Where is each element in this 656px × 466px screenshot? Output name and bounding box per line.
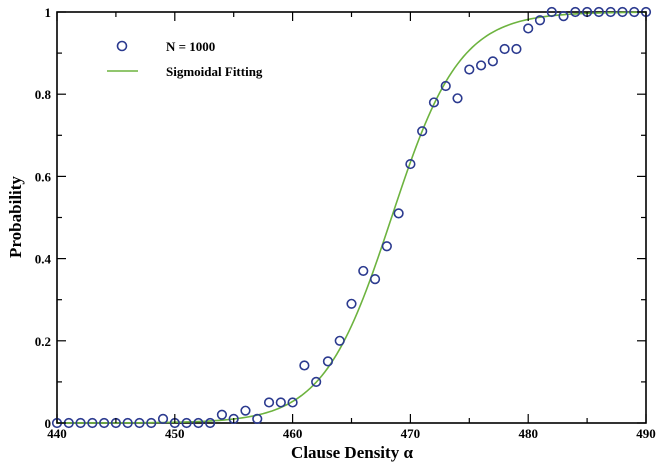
data-point xyxy=(99,417,110,429)
data-point xyxy=(205,417,216,429)
x-tick-label: 470 xyxy=(401,426,421,441)
data-point xyxy=(216,409,228,420)
data-point xyxy=(146,417,157,429)
legend-label-fit: Sigmoidal Fitting xyxy=(166,64,263,79)
data-point xyxy=(334,335,345,346)
data-point xyxy=(393,208,404,219)
data-point xyxy=(311,376,322,388)
data-point xyxy=(275,397,286,408)
data-point xyxy=(546,6,557,18)
data-point xyxy=(193,417,204,429)
data-point xyxy=(440,80,451,92)
data-point xyxy=(452,93,463,104)
plot-area xyxy=(51,6,652,429)
legend: N = 1000 Sigmoidal Fitting xyxy=(107,39,263,79)
x-tick-label: 440 xyxy=(47,426,67,441)
data-point xyxy=(523,23,534,34)
legend-label-points: N = 1000 xyxy=(166,39,215,54)
data-point xyxy=(322,356,334,367)
data-point xyxy=(381,241,392,252)
data-point xyxy=(417,126,428,137)
axis-ticks xyxy=(56,11,647,424)
y-tick-label: 0.4 xyxy=(35,252,52,267)
x-tick-label: 450 xyxy=(165,426,185,441)
data-point xyxy=(570,6,581,18)
data-points xyxy=(51,6,652,429)
data-point xyxy=(475,60,487,71)
x-tick-label: 460 xyxy=(283,426,303,441)
data-point xyxy=(228,413,239,424)
data-point xyxy=(346,298,357,309)
data-point xyxy=(558,11,569,22)
data-point xyxy=(499,43,510,55)
data-point xyxy=(240,405,251,416)
data-point xyxy=(75,417,86,429)
data-point xyxy=(534,15,546,26)
data-point xyxy=(252,413,263,424)
plot-frame xyxy=(56,11,647,424)
data-point xyxy=(181,417,192,429)
y-tick-label: 1 xyxy=(45,5,52,20)
data-point xyxy=(87,417,98,429)
data-point xyxy=(157,413,169,424)
data-point xyxy=(122,417,133,429)
data-point xyxy=(405,158,416,170)
x-tick-label: 490 xyxy=(636,426,656,441)
data-point xyxy=(605,6,616,18)
data-point xyxy=(511,43,522,55)
data-point xyxy=(428,97,440,108)
legend-marker-points xyxy=(116,40,128,52)
data-point xyxy=(617,6,628,18)
data-point xyxy=(369,274,381,285)
tick-labels: 440 450 460 470 480 490 0 0.2 0.4 0.6 0.8 1 xyxy=(35,5,656,441)
data-point xyxy=(487,56,498,67)
x-axis-title: Clause Density α xyxy=(291,443,413,462)
y-tick-label: 0.6 xyxy=(35,169,52,184)
data-point xyxy=(358,265,369,277)
data-point xyxy=(593,6,604,18)
y-tick-label: 0.2 xyxy=(35,334,51,349)
data-point xyxy=(299,360,310,371)
y-axis-title: Probability xyxy=(6,176,25,258)
x-tick-label: 480 xyxy=(518,426,538,441)
y-tick-label: 0.8 xyxy=(35,87,52,102)
sigmoid-fit-curve xyxy=(56,11,647,424)
data-point xyxy=(134,417,145,429)
data-point xyxy=(464,64,475,75)
y-tick-label: 0 xyxy=(45,416,52,431)
data-point xyxy=(287,397,298,408)
data-point xyxy=(263,397,275,408)
